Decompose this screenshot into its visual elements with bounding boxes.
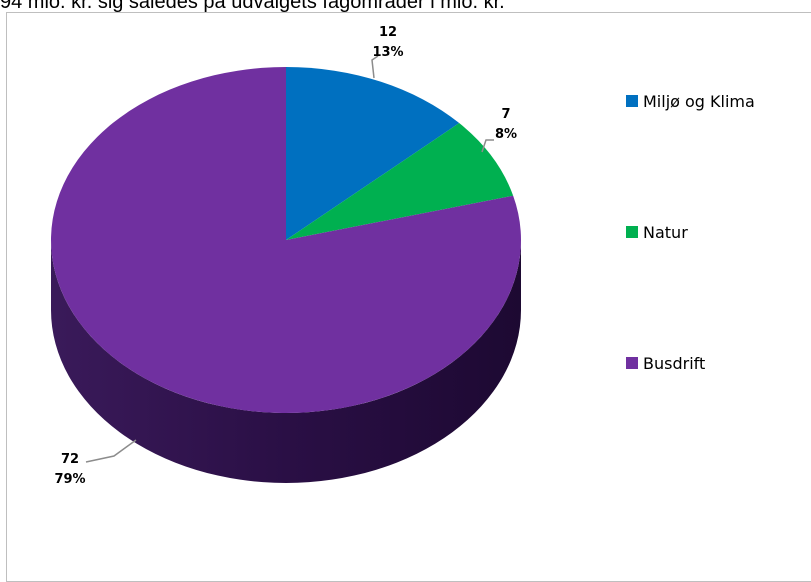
data-label-value-natur: 7	[501, 107, 510, 122]
pie-side-busdrift	[51, 240, 521, 483]
legend-swatch-busdrift	[626, 357, 638, 369]
legend-label-natur: Natur	[643, 223, 688, 242]
legend-label-busdrift: Busdrift	[643, 354, 705, 373]
leader-line-busdrift	[85, 439, 137, 463]
data-label-percent-milj-og-klima: 13%	[372, 45, 403, 60]
pie-top	[50, 67, 522, 413]
pie-slice-busdrift	[50, 67, 522, 413]
data-label-value-busdrift: 72	[61, 452, 79, 467]
legend: Miljø og Klima Natur Busdrift	[626, 92, 755, 373]
chart-caption: 94 mio. kr. sig således på udvalgets fag…	[0, 0, 505, 13]
legend-swatch-milj-og-klima	[626, 95, 638, 107]
pie-slice-milj-og-klima	[286, 67, 460, 240]
legend-swatch-natur	[626, 226, 638, 238]
pie-slice-natur	[286, 123, 514, 240]
pie-chart: 12 13% 7 8% 72 79% Miljø og Klima Natur Busdrif…	[50, 25, 755, 487]
data-label-percent-busdrift: 79%	[54, 472, 85, 487]
leader-line-milj-og-klima	[371, 55, 379, 79]
legend-label-milj-og-klima: Miljø og Klima	[643, 92, 755, 111]
data-label-percent-natur: 8%	[495, 127, 517, 142]
leader-line-natur	[481, 139, 494, 153]
pie-labels: 12 13% 7 8% 72 79%	[54, 25, 517, 487]
data-label-value-milj-og-klima: 12	[379, 25, 397, 40]
pie-side	[51, 240, 521, 483]
